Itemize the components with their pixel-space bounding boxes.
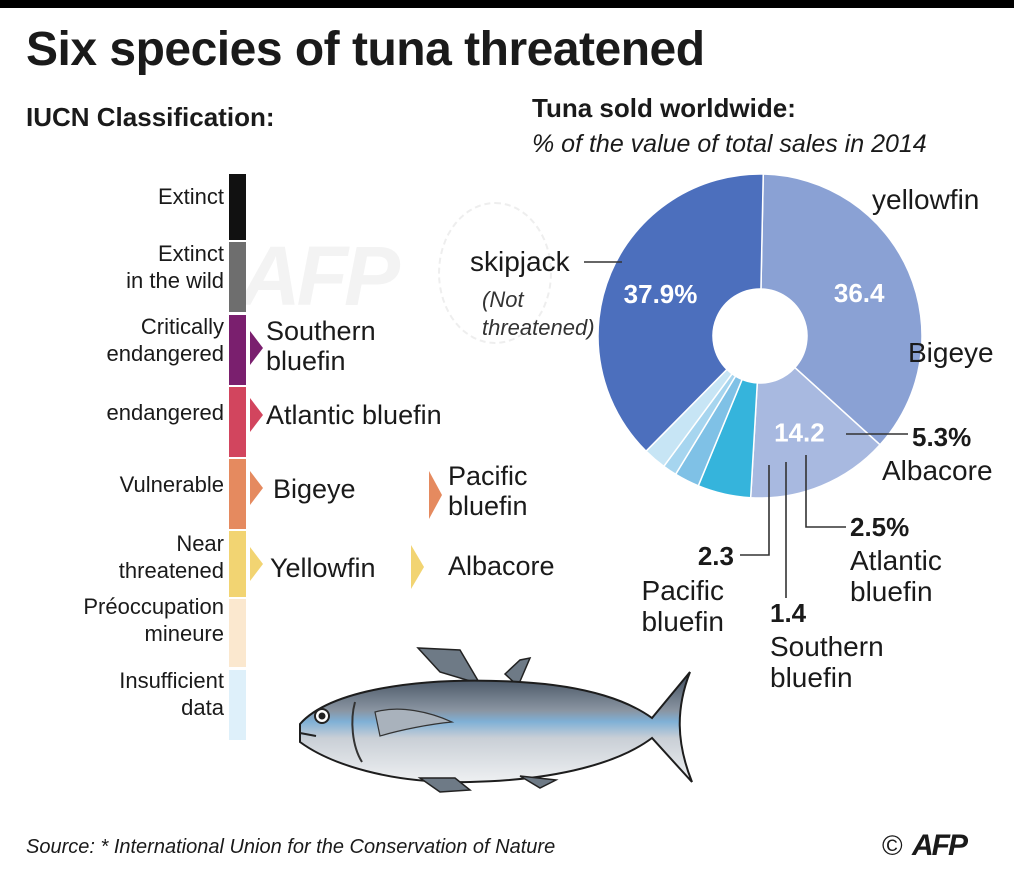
species-albacore: Albacore bbox=[448, 551, 555, 581]
category-label-albacore: Albacore bbox=[882, 455, 993, 486]
skipjack-note: (Not bbox=[482, 287, 524, 312]
afp-watermark: AFP bbox=[240, 229, 400, 323]
scale-bar-least-concern bbox=[229, 599, 246, 667]
scale-label-endangered: endangered bbox=[106, 400, 224, 425]
afp-watermark-globe bbox=[438, 202, 552, 344]
scale-label-vulnerable: Vulnerable bbox=[119, 472, 224, 497]
species-bigeye: Bigeye bbox=[273, 474, 356, 504]
scale-bar-near-threatened bbox=[229, 531, 246, 597]
arrow-pacific bbox=[429, 471, 442, 519]
pie-slice-yellowfin bbox=[760, 173, 923, 446]
value-label-skipjack: 37.9% bbox=[624, 279, 698, 309]
value-label-pacific: 2.3 bbox=[698, 541, 734, 571]
leader-pacific bbox=[740, 465, 770, 556]
pie-slice-skipjack bbox=[597, 173, 765, 453]
afp-logo: AFP bbox=[912, 829, 968, 862]
category-label-southern: bluefin bbox=[770, 662, 853, 693]
leader-atlantic bbox=[805, 455, 846, 528]
arrow-southern bbox=[250, 331, 263, 365]
value-label-southern: 1.4 bbox=[770, 598, 807, 628]
category-label-atlantic: bluefin bbox=[850, 576, 933, 607]
arrow-bigeye bbox=[250, 471, 263, 505]
value-label-atlantic: 2.5% bbox=[850, 512, 909, 542]
chart-title: Tuna sold worldwide: bbox=[532, 93, 796, 123]
arrow-yellowfin bbox=[250, 547, 263, 581]
scale-label-extinct: Extinct bbox=[157, 184, 224, 209]
category-label-southern: Southern bbox=[770, 631, 884, 662]
category-label-bigeye: Bigeye bbox=[908, 337, 994, 368]
species-pacific-bluefin: Pacific bluefin bbox=[448, 461, 528, 521]
species-southern-bluefin: Southern bluefin bbox=[266, 316, 376, 376]
category-label-pacific: bluefin bbox=[641, 606, 724, 637]
scale-label-critically-endangered: Critically endangered bbox=[106, 314, 224, 366]
scale-bar-critically-endangered bbox=[229, 315, 246, 385]
species-atlantic-bluefin: Atlantic bluefin bbox=[266, 400, 442, 430]
value-label-bigeye: 14.2 bbox=[774, 417, 825, 447]
scale-label-insufficient-data: Insufficient data bbox=[119, 668, 224, 720]
scale-label-near-threatened: Near threatened bbox=[118, 531, 224, 583]
value-label-yellowfin: 36.4 bbox=[834, 278, 885, 308]
iucn-heading: IUCN Classification: bbox=[26, 102, 275, 132]
copyright-symbol: © bbox=[882, 830, 903, 861]
category-label-pacific: Pacific bbox=[642, 575, 724, 606]
skipjack-note: threatened) bbox=[482, 315, 595, 340]
arrow-albacore bbox=[411, 545, 424, 589]
page-title: Six species of tuna threatened bbox=[26, 23, 705, 76]
scale-bar-endangered bbox=[229, 387, 246, 457]
scale-bar-extinct-wild bbox=[229, 242, 246, 312]
category-label-yellowfin: yellowfin bbox=[872, 184, 979, 215]
scale-bar-insufficient-data bbox=[229, 670, 246, 740]
scale-label-extinct-wild: Extinct in the wild bbox=[126, 241, 224, 293]
pie-slice-bigeye bbox=[749, 366, 882, 499]
category-label-atlantic: Atlantic bbox=[850, 545, 942, 576]
chart-subtitle: % of the value of total sales in 2014 bbox=[532, 130, 927, 158]
top-rule bbox=[0, 0, 1014, 8]
species-yellowfin: Yellowfin bbox=[270, 553, 376, 583]
category-label-skipjack: skipjack bbox=[470, 246, 571, 277]
scale-bar-extinct bbox=[229, 174, 246, 240]
scale-bar-vulnerable bbox=[229, 459, 246, 529]
source-note: Source: * International Union for the Co… bbox=[26, 836, 556, 858]
arrow-atlantic bbox=[250, 398, 263, 432]
value-label-albacore: 5.3% bbox=[912, 422, 971, 452]
scale-label-least-concern: Préoccupation mineure bbox=[83, 594, 224, 646]
